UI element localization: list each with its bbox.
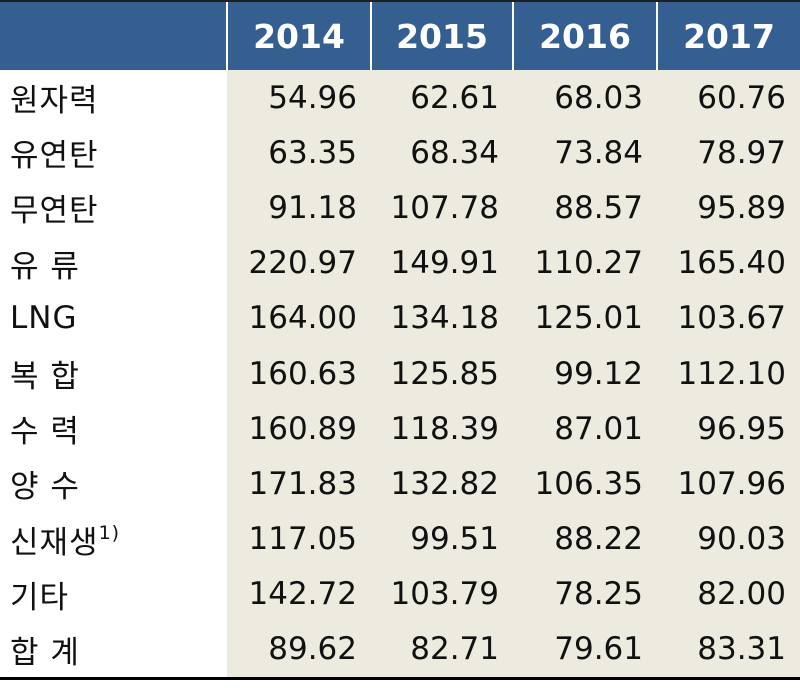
header-corner-cell [0, 0, 227, 70]
row-label: 무연탄 [10, 193, 99, 230]
value-cell-2014: 220.97 [227, 235, 371, 291]
row-label: 기타 [10, 579, 70, 616]
value-cell-2017: 96.95 [657, 401, 800, 457]
value-cell-2014: 63.35 [227, 125, 371, 181]
value-cell-2016: 68.03 [513, 70, 657, 126]
value-cell-2017: 112.10 [657, 345, 800, 402]
value-cell-2017: 90.03 [657, 511, 800, 567]
table-row: 복 합 160.63 125.85 99.12 112.10 [0, 345, 800, 402]
value-cell-2017: 83.31 [657, 621, 800, 681]
value-cell-2015: 103.79 [371, 566, 513, 622]
value-cell-2016: 110.27 [513, 235, 657, 291]
value-cell-2014: 91.18 [227, 180, 371, 236]
row-label-cell: 기타 [0, 566, 227, 622]
row-label: 합 계 [10, 634, 80, 671]
row-label: 복 합 [10, 359, 80, 396]
table-row: 양 수 171.83 132.82 106.35 107.96 [0, 456, 800, 512]
value-cell-2017: 165.40 [657, 235, 800, 291]
value-cell-2017: 103.67 [657, 290, 800, 346]
header-row: 2014 2015 2016 2017 [0, 0, 800, 70]
value-cell-2014: 171.83 [227, 456, 371, 512]
column-header-2014: 2014 [226, 0, 371, 70]
row-label-cell: 원자력 [0, 70, 227, 126]
value-cell-2016: 73.84 [513, 125, 657, 181]
row-label: 양 수 [10, 469, 80, 506]
row-label: 신재생 [10, 524, 99, 561]
value-cell-2015: 125.85 [371, 345, 513, 402]
value-cell-2015: 118.39 [371, 401, 513, 457]
row-label-cell: 신재생1) [0, 511, 227, 567]
table-body: 원자력 54.96 62.61 68.03 60.76 유연탄 63.35 68.34 73.8… [0, 70, 800, 681]
value-cell-2017: 60.76 [657, 70, 800, 126]
value-cell-2014: 160.89 [227, 401, 371, 457]
row-label: 원자력 [10, 83, 99, 120]
row-label: LNG [10, 300, 78, 337]
value-cell-2016: 125.01 [513, 290, 657, 346]
table-row: 합 계 89.62 82.71 79.61 83.31 [0, 621, 800, 681]
value-cell-2014: 117.05 [227, 511, 371, 567]
value-cell-2017: 95.89 [657, 180, 800, 236]
row-label-cell: 무연탄 [0, 180, 227, 236]
value-cell-2016: 88.57 [513, 180, 657, 236]
column-header-2016: 2016 [512, 0, 657, 70]
value-cell-2015: 149.91 [371, 235, 513, 291]
row-label: 수 력 [10, 414, 80, 451]
footnote-marker: 1) [98, 521, 121, 544]
value-cell-2015: 99.51 [371, 511, 513, 567]
value-cell-2016: 88.22 [513, 511, 657, 567]
row-label-cell: 수 력 [0, 401, 227, 457]
value-cell-2014: 142.72 [227, 566, 371, 622]
value-cell-2016: 99.12 [513, 345, 657, 402]
table-row: 원자력 54.96 62.61 68.03 60.76 [0, 70, 800, 126]
row-label-cell: 유연탄 [0, 125, 227, 181]
value-cell-2015: 62.61 [371, 70, 513, 126]
table-row: 유 류 220.97 149.91 110.27 165.40 [0, 235, 800, 291]
table-row: 신재생1) 117.05 99.51 88.22 90.03 [0, 511, 800, 567]
value-cell-2014: 164.00 [227, 290, 371, 346]
row-label: 유연탄 [10, 138, 99, 175]
row-label: 유 류 [10, 248, 80, 285]
value-cell-2017: 107.96 [657, 456, 800, 512]
value-cell-2014: 160.63 [227, 345, 371, 402]
value-cell-2015: 82.71 [371, 621, 513, 681]
table-row: LNG 164.00 134.18 125.01 103.67 [0, 290, 800, 346]
table-row: 유연탄 63.35 68.34 73.84 78.97 [0, 125, 800, 181]
table-row: 무연탄 91.18 107.78 88.57 95.89 [0, 180, 800, 236]
column-header-2017: 2017 [656, 0, 800, 70]
table-row: 기타 142.72 103.79 78.25 82.00 [0, 566, 800, 622]
row-label-cell: 복 합 [0, 345, 227, 402]
value-cell-2015: 68.34 [371, 125, 513, 181]
value-cell-2015: 132.82 [371, 456, 513, 512]
value-cell-2015: 107.78 [371, 180, 513, 236]
value-cell-2016: 87.01 [513, 401, 657, 457]
value-cell-2015: 134.18 [371, 290, 513, 346]
value-cell-2016: 106.35 [513, 456, 657, 512]
value-cell-2016: 79.61 [513, 621, 657, 681]
row-label-cell: 양 수 [0, 456, 227, 512]
value-cell-2014: 89.62 [227, 621, 371, 681]
value-cell-2016: 78.25 [513, 566, 657, 622]
value-cell-2017: 82.00 [657, 566, 800, 622]
table-row: 수 력 160.89 118.39 87.01 96.95 [0, 401, 800, 457]
row-label-cell: 합 계 [0, 621, 227, 681]
value-cell-2017: 78.97 [657, 125, 800, 181]
value-cell-2014: 54.96 [227, 70, 371, 126]
column-header-2015: 2015 [370, 0, 513, 70]
row-label-cell: LNG [0, 290, 227, 346]
row-label-cell: 유 류 [0, 235, 227, 291]
